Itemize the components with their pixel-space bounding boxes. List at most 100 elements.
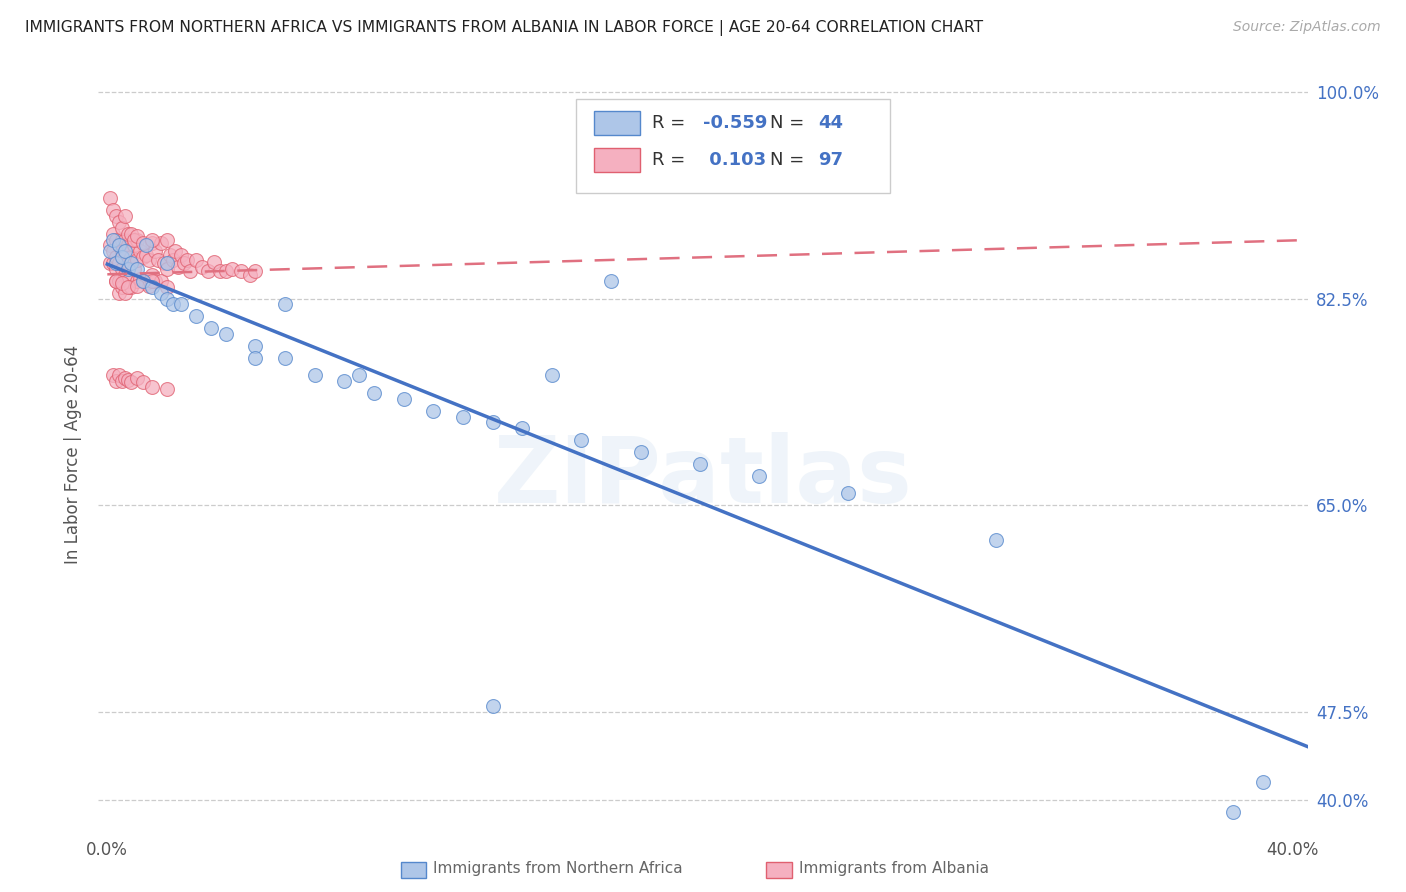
Point <box>510 421 533 435</box>
Point <box>481 416 503 430</box>
Point <box>245 339 267 353</box>
Point <box>304 368 326 383</box>
Point <box>146 252 169 267</box>
Point <box>208 264 231 278</box>
Point <box>202 255 225 269</box>
Point <box>571 433 593 447</box>
Point <box>122 233 145 247</box>
Point <box>103 233 125 247</box>
Point <box>176 252 198 267</box>
Point <box>103 244 125 259</box>
Point <box>245 264 267 278</box>
Point <box>141 274 163 288</box>
Point <box>98 256 121 270</box>
Text: N =: N = <box>769 152 810 169</box>
Point <box>105 262 128 277</box>
Point <box>167 260 190 274</box>
Point <box>540 368 562 383</box>
Point <box>689 457 711 471</box>
Point <box>105 374 128 388</box>
Point <box>117 256 139 270</box>
Point <box>120 250 142 264</box>
Point <box>170 248 193 262</box>
Point <box>986 533 1008 548</box>
Point <box>125 262 148 277</box>
Point <box>149 236 172 251</box>
Point <box>120 233 142 247</box>
Point <box>152 256 174 270</box>
Point <box>125 252 148 267</box>
Point <box>200 321 222 335</box>
Point <box>221 262 243 277</box>
Point <box>105 274 128 288</box>
Point <box>120 256 142 270</box>
Point <box>600 274 623 288</box>
Point <box>108 256 131 270</box>
Point <box>149 285 172 300</box>
Point <box>105 274 128 288</box>
Point <box>162 252 184 267</box>
Point <box>132 376 155 390</box>
Point <box>451 409 474 424</box>
Point <box>111 279 134 293</box>
FancyBboxPatch shape <box>595 111 640 135</box>
Point <box>135 277 157 291</box>
Point <box>125 370 148 384</box>
Text: -0.559: -0.559 <box>703 114 768 132</box>
Point <box>125 229 148 244</box>
Point <box>135 248 157 262</box>
Point <box>120 376 142 390</box>
Point <box>105 256 128 270</box>
FancyBboxPatch shape <box>576 99 890 193</box>
Text: ZIPatlas: ZIPatlas <box>494 433 912 523</box>
Point <box>155 233 177 247</box>
Point <box>120 279 142 293</box>
Point <box>108 215 131 229</box>
Text: Immigrants from Northern Africa: Immigrants from Northern Africa <box>433 862 683 876</box>
Point <box>347 368 370 383</box>
Point <box>159 248 181 262</box>
Point <box>132 250 155 264</box>
Point <box>239 268 262 282</box>
Text: IMMIGRANTS FROM NORTHERN AFRICA VS IMMIGRANTS FROM ALBANIA IN LABOR FORCE | AGE : IMMIGRANTS FROM NORTHERN AFRICA VS IMMIG… <box>25 20 983 36</box>
Point <box>114 285 136 300</box>
Point <box>117 279 139 293</box>
Point <box>98 191 121 205</box>
Point <box>229 264 252 278</box>
Text: 97: 97 <box>818 152 842 169</box>
Point <box>135 238 157 252</box>
Point <box>114 370 136 384</box>
Point <box>111 220 134 235</box>
Point <box>120 227 142 241</box>
Point <box>108 238 131 252</box>
Point <box>149 274 172 288</box>
Point <box>117 262 139 277</box>
Point <box>132 274 155 288</box>
Point <box>105 250 128 264</box>
Point <box>197 264 219 278</box>
Point <box>274 297 297 311</box>
Point <box>141 279 163 293</box>
Point <box>122 262 145 277</box>
Point <box>155 383 177 397</box>
Point <box>125 278 148 293</box>
Point <box>111 277 134 291</box>
Point <box>392 392 415 406</box>
Point <box>129 271 152 285</box>
Point <box>117 227 139 241</box>
Point <box>141 233 163 247</box>
Point <box>114 209 136 223</box>
Point <box>114 244 136 259</box>
Text: N =: N = <box>769 114 810 132</box>
Text: R =: R = <box>652 152 692 169</box>
Text: Source: ZipAtlas.com: Source: ZipAtlas.com <box>1233 20 1381 34</box>
Point <box>122 238 145 252</box>
Point <box>191 260 214 274</box>
Point <box>141 236 163 251</box>
Point <box>141 380 163 394</box>
Point <box>103 203 125 218</box>
Point <box>125 274 148 288</box>
Point <box>748 468 770 483</box>
Point <box>1251 775 1274 789</box>
Text: 0.103: 0.103 <box>703 152 766 169</box>
